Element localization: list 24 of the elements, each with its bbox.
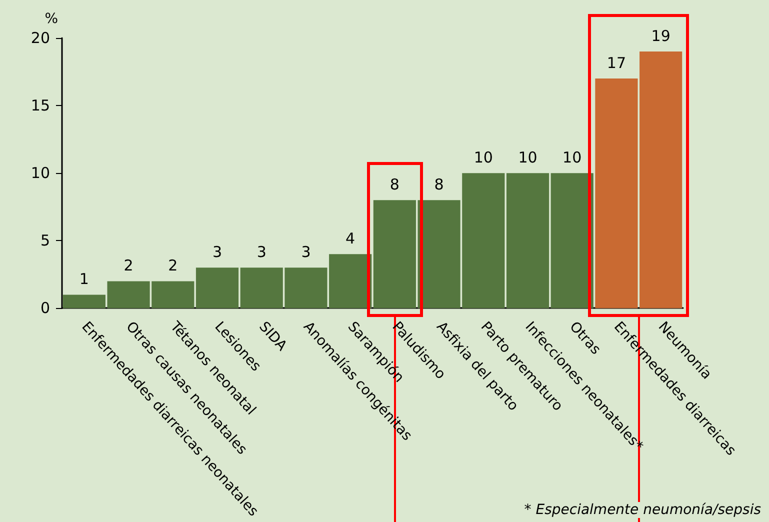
data-label: 19 <box>651 27 670 46</box>
bar <box>196 268 239 308</box>
y-tick-label: 5 <box>40 232 50 250</box>
data-label: 17 <box>606 54 626 72</box>
y-tick-label: 0 <box>40 299 50 318</box>
data-label: 1 <box>79 270 89 288</box>
data-label: 4 <box>346 230 356 248</box>
data-label: 8 <box>434 176 444 194</box>
data-label: 3 <box>212 243 222 262</box>
data-label: 2 <box>124 256 134 275</box>
data-label: 10 <box>474 148 493 167</box>
data-label: 3 <box>301 243 311 262</box>
bar <box>550 173 594 308</box>
y-tick-label: 20 <box>30 29 50 47</box>
y-axis-title: % <box>44 11 58 27</box>
data-label: 8 <box>390 176 400 194</box>
text: * Especialmente neumonía/sepsis <box>524 502 762 518</box>
y-tick-label: 15 <box>30 96 50 115</box>
bar <box>506 173 550 308</box>
y-tick-label: 10 <box>30 164 50 182</box>
data-label: 3 <box>256 243 266 262</box>
data-label: 10 <box>518 148 538 167</box>
data-label: 10 <box>562 148 582 167</box>
data-label: 2 <box>168 256 178 275</box>
